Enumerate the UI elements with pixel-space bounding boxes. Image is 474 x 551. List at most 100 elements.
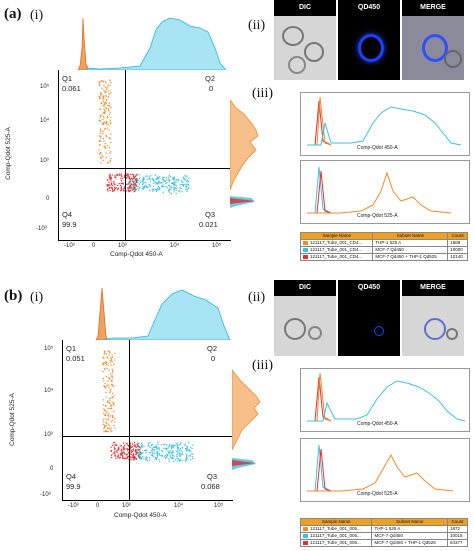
scatter-point <box>189 455 191 457</box>
scatter-point <box>154 188 157 190</box>
scatter-point <box>106 88 108 90</box>
scatter-point <box>117 446 120 449</box>
scatter-point <box>108 102 111 104</box>
scatter-point <box>153 449 155 451</box>
scatter-point <box>181 459 183 461</box>
scatter-point <box>162 450 164 453</box>
scatter-point <box>179 459 182 461</box>
table-header-row: Sample Name Subset Name Count <box>299 232 468 240</box>
x-tick: 10⁴ <box>170 243 180 249</box>
scatter-point <box>108 184 110 186</box>
scatter-point <box>102 423 105 426</box>
scatter-point <box>164 443 166 446</box>
scatter-point <box>168 180 171 182</box>
scatter-point <box>153 185 155 188</box>
scatter-point <box>107 414 109 417</box>
scatter-point <box>107 380 109 382</box>
scatter-point <box>105 102 108 104</box>
scatter-point <box>102 112 104 114</box>
subset-name: MCF-7 Qd450 + THP-1 Qd525 <box>371 539 449 547</box>
scatter-point <box>152 448 154 451</box>
scatter-point <box>108 354 110 356</box>
scatter-point <box>154 446 157 449</box>
scatter-point <box>185 180 188 183</box>
scatter-point <box>103 408 105 410</box>
scatter-point <box>116 456 119 458</box>
scatter-point <box>127 448 130 451</box>
scatter-point <box>107 413 110 415</box>
scatter-point <box>109 160 111 163</box>
scatter-point <box>176 457 178 460</box>
panel-b-iii-label: (iii) <box>252 358 273 373</box>
scatter-point <box>112 385 115 388</box>
scatter-point <box>111 384 113 386</box>
scatter-point <box>119 457 121 459</box>
y-tick: 0 <box>46 196 50 202</box>
scatter-point <box>192 453 194 455</box>
qd450-title: QD450 <box>338 280 400 296</box>
scatter-point <box>163 176 165 178</box>
scatter-point <box>145 186 148 188</box>
scatter-point <box>134 183 136 185</box>
scatter-point <box>99 137 102 139</box>
scatter-point <box>100 91 102 94</box>
table-header: Sample Name <box>299 232 374 240</box>
scatter-point <box>104 430 107 433</box>
scatter-point <box>112 453 114 455</box>
scatter-point <box>189 458 192 461</box>
scatter-point <box>153 182 155 184</box>
scatter-point <box>102 399 104 401</box>
scatter-point <box>191 447 193 450</box>
scatter-point <box>186 447 189 450</box>
scatter-point <box>134 189 137 191</box>
scatter-point <box>109 151 112 153</box>
scatter-point <box>178 449 181 451</box>
scatter-point <box>145 456 147 459</box>
scatter-point <box>181 447 184 449</box>
scatter-point <box>100 152 102 154</box>
scatter-point <box>170 451 173 454</box>
scatter-point <box>156 449 158 451</box>
scatter-point <box>110 157 112 160</box>
scatter-point <box>180 449 182 452</box>
scatter-point <box>147 444 149 446</box>
panel-a-overlay-histogram-525: Comp-Qdot 525-A <box>300 160 470 224</box>
scatter-point <box>102 118 104 121</box>
scatter-point <box>186 188 188 191</box>
scatter-point <box>130 459 132 461</box>
scatter-point <box>163 447 165 449</box>
scatter-point <box>101 79 103 82</box>
scatter-point <box>189 446 192 449</box>
scatter-point <box>115 187 117 189</box>
scatter-point <box>176 453 178 455</box>
scatter-point <box>130 456 132 458</box>
panel-a-iii-label: (iii) <box>252 86 273 101</box>
scatter-point <box>131 443 134 445</box>
scatter-point <box>101 87 103 90</box>
scatter-point <box>106 367 108 370</box>
scatter-point <box>107 104 109 106</box>
scatter-point <box>149 451 151 454</box>
scatter-point <box>106 127 109 130</box>
scatter-point <box>154 458 157 460</box>
scatter-point <box>113 424 115 427</box>
scatter-point <box>113 446 115 448</box>
scatter-point <box>109 357 112 359</box>
scatter-point <box>169 452 171 454</box>
scatter-point <box>137 189 140 191</box>
q1-label: Q1 <box>62 74 73 83</box>
scatter-point <box>102 404 105 406</box>
scatter-point <box>156 447 159 449</box>
scatter-point <box>109 178 112 181</box>
scatter-point <box>107 350 110 352</box>
scatter-point <box>135 446 137 449</box>
scatter-point <box>127 175 129 177</box>
y-tick: -10³ <box>36 226 47 232</box>
scatter-point <box>171 444 174 446</box>
scatter-point <box>149 184 151 187</box>
scatter-point <box>142 451 144 454</box>
scatter-point <box>99 128 102 130</box>
scatter-point <box>185 188 187 190</box>
scatter-point <box>137 448 139 450</box>
scatter-point <box>109 119 112 122</box>
